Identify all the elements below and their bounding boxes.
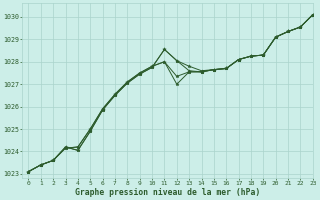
X-axis label: Graphe pression niveau de la mer (hPa): Graphe pression niveau de la mer (hPa): [75, 188, 260, 197]
